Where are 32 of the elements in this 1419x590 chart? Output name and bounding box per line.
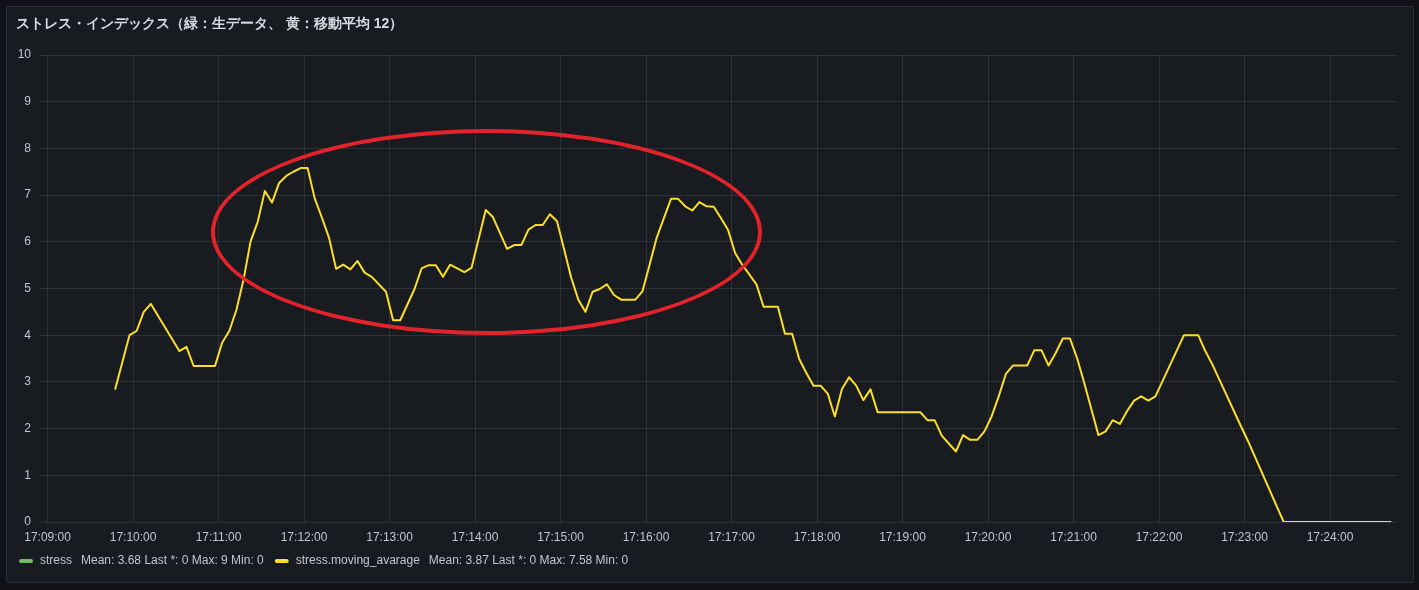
y-tick-label: 5 bbox=[24, 280, 32, 295]
x-tick-label: 17:09:00 bbox=[24, 529, 72, 544]
text: Mean: 3.68 Last *: 0 Max: 9 Min: 0 bbox=[81, 553, 265, 568]
y-tick-label: 4 bbox=[24, 327, 32, 342]
x-tick-label: 17:18:00 bbox=[793, 529, 841, 544]
legend-label: stress.moving_avarage bbox=[295, 553, 421, 568]
y-tick-label: 0 bbox=[24, 514, 32, 529]
y-tick-label: 3 bbox=[24, 374, 32, 389]
y-tick-label: 2 bbox=[24, 420, 32, 435]
x-tick-label: 17:10:00 bbox=[109, 529, 157, 544]
x-tick-label: 17:24:00 bbox=[1306, 529, 1354, 544]
y-tick-label: 8 bbox=[24, 140, 32, 155]
y-tick-label: 6 bbox=[24, 234, 32, 249]
chart-title: ストレス・インデックス（緑：生データ、 黄：移動平均 12） bbox=[16, 14, 404, 32]
x-tick-label: 17:14:00 bbox=[451, 529, 499, 544]
y-tick-label: 1 bbox=[24, 467, 32, 482]
y-tick-label: 9 bbox=[24, 94, 32, 109]
x-tick-label: 17:15:00 bbox=[537, 529, 585, 544]
x-tick-label: 17:22:00 bbox=[1135, 529, 1183, 544]
x-tick-label: 17:11:00 bbox=[195, 529, 242, 544]
text: Mean: 3.87 Last *: 0 Max: 7.58 Min: 0 bbox=[428, 553, 629, 568]
x-tick-label: 17:16:00 bbox=[622, 529, 670, 544]
y-tick-label: 7 bbox=[24, 187, 32, 202]
x-tick-label: 17:17:00 bbox=[708, 529, 756, 544]
x-tick-label: 17:12:00 bbox=[280, 529, 328, 544]
x-tick-label: 17:13:00 bbox=[366, 529, 414, 544]
x-tick-label: 17:21:00 bbox=[1050, 529, 1098, 544]
x-tick-label: 17:19:00 bbox=[879, 529, 927, 544]
y-tick-label: 10 bbox=[17, 47, 32, 62]
x-tick-label: 17:20:00 bbox=[964, 529, 1012, 544]
x-tick-label: 17:23:00 bbox=[1221, 529, 1269, 544]
legend-label: stress bbox=[40, 553, 73, 568]
